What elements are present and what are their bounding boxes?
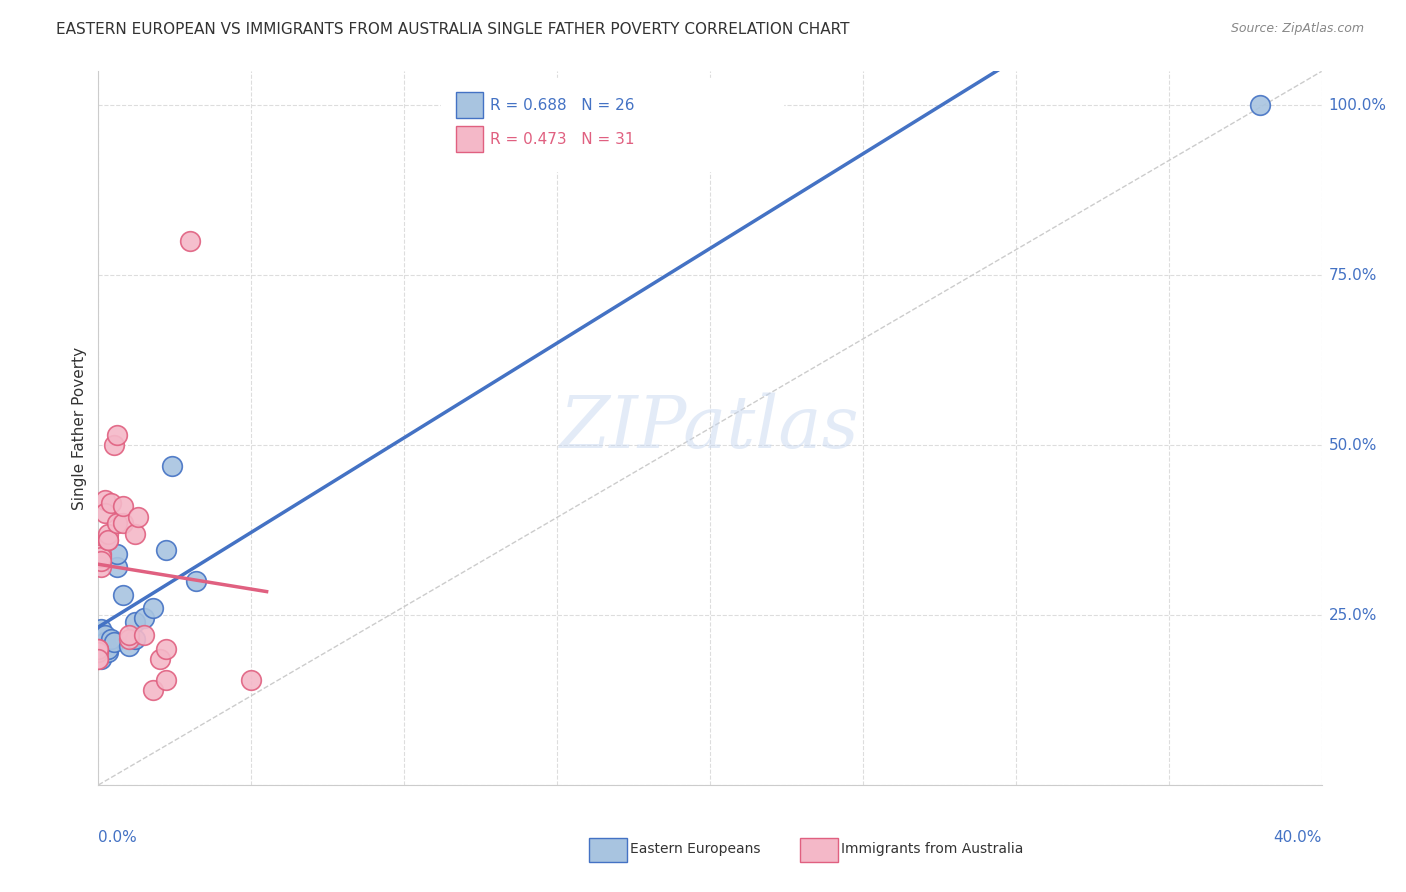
Point [90,648,112,663]
FancyBboxPatch shape [456,92,482,119]
Point [142,601,165,615]
Y-axis label: Single Father Poverty: Single Father Poverty [72,347,87,509]
Point [149,652,172,666]
Point [93,492,115,507]
Point [118,628,141,642]
Text: R = 0.688   N = 26: R = 0.688 N = 26 [489,98,634,113]
Point [93,642,115,657]
Point [105,560,128,574]
Point [93,635,115,649]
Point [90,547,112,561]
Point [155,673,177,687]
Point [745,98,768,112]
Point [97,526,120,541]
Point [111,516,134,531]
Point [124,615,146,629]
Point [90,652,112,666]
FancyBboxPatch shape [456,126,482,152]
Text: EASTERN EUROPEAN VS IMMIGRANTS FROM AUSTRALIA SINGLE FATHER POVERTY CORRELATION : EASTERN EUROPEAN VS IMMIGRANTS FROM AUST… [56,22,849,37]
Point [118,639,141,653]
Point [97,645,120,659]
Point [87,645,110,659]
Point [186,574,208,588]
Point [142,682,165,697]
Point [134,628,156,642]
Text: R = 0.473   N = 31: R = 0.473 N = 31 [489,132,634,146]
Point [745,98,768,112]
Text: 40.0%: 40.0% [1274,830,1322,845]
Point [111,500,134,514]
Point [105,428,128,442]
Text: ZIPatlas: ZIPatlas [560,392,860,464]
Point [111,588,134,602]
Point [97,533,120,548]
Point [240,673,263,687]
Text: 100.0%: 100.0% [1329,98,1386,113]
Point [103,438,125,452]
Point [155,543,177,558]
Point [160,458,183,473]
Point [90,560,112,574]
Point [103,635,125,649]
Point [87,642,110,657]
Text: 50.0%: 50.0% [1329,438,1376,452]
Point [90,554,112,568]
Text: 25.0%: 25.0% [1329,607,1376,623]
Point [124,632,146,646]
Point [134,611,156,625]
Point [1249,98,1271,112]
Point [127,509,149,524]
Point [87,642,110,657]
Point [179,234,201,248]
Point [118,632,141,646]
Point [100,632,122,646]
Point [100,496,122,510]
Point [90,622,112,636]
Point [105,516,128,531]
FancyBboxPatch shape [441,78,783,171]
Point [97,533,120,548]
Point [90,642,112,657]
Point [124,526,146,541]
Text: Eastern Europeans: Eastern Europeans [630,842,761,856]
Point [93,628,115,642]
Point [97,642,120,657]
Point [87,652,110,666]
Point [93,506,115,520]
Point [155,642,177,657]
Point [90,635,112,649]
Point [87,652,110,666]
Text: 75.0%: 75.0% [1329,268,1376,283]
Point [751,98,773,112]
Text: 0.0%: 0.0% [98,830,138,845]
Point [90,550,112,565]
Text: Immigrants from Australia: Immigrants from Australia [841,842,1024,856]
Point [105,547,128,561]
Text: Source: ZipAtlas.com: Source: ZipAtlas.com [1230,22,1364,36]
Point [90,628,112,642]
